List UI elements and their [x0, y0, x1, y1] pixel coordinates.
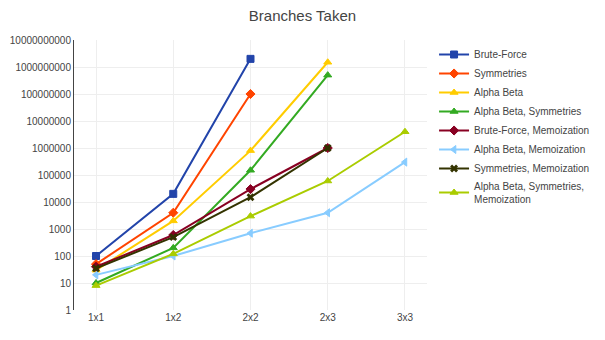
svg-text:Brute-Force: Brute-Force	[474, 49, 527, 60]
svg-text:10000000000: 10000000000	[10, 35, 72, 46]
svg-text:Symmetries: Symmetries	[474, 68, 527, 79]
svg-text:100000000: 100000000	[21, 89, 71, 100]
svg-text:100: 100	[54, 251, 71, 262]
svg-text:10000000: 10000000	[27, 116, 72, 127]
svg-text:Symmetries, Memoization: Symmetries, Memoization	[474, 163, 589, 174]
svg-text:Alpha Beta, Memoization: Alpha Beta, Memoization	[474, 144, 585, 155]
svg-text:Alpha Beta: Alpha Beta	[474, 87, 523, 98]
svg-text:100000: 100000	[38, 170, 72, 181]
svg-text:1000000: 1000000	[32, 143, 71, 154]
svg-text:Branches Taken: Branches Taken	[249, 7, 356, 24]
svg-text:2x3: 2x3	[320, 312, 337, 323]
svg-text:1: 1	[65, 305, 71, 316]
svg-text:Alpha Beta, Symmetries: Alpha Beta, Symmetries	[474, 106, 581, 117]
svg-text:1x1: 1x1	[88, 312, 105, 323]
svg-text:1000: 1000	[49, 224, 72, 235]
svg-text:2x2: 2x2	[242, 312, 259, 323]
svg-text:10: 10	[60, 278, 72, 289]
svg-text:10000: 10000	[43, 197, 71, 208]
svg-text:Alpha Beta, Symmetries,Memoiza: Alpha Beta, Symmetries,Memoization	[474, 181, 584, 205]
svg-text:Brute-Force, Memoization: Brute-Force, Memoization	[474, 125, 589, 136]
svg-text:1000000000: 1000000000	[15, 62, 71, 73]
svg-text:3x3: 3x3	[397, 312, 414, 323]
svg-text:1x2: 1x2	[165, 312, 182, 323]
